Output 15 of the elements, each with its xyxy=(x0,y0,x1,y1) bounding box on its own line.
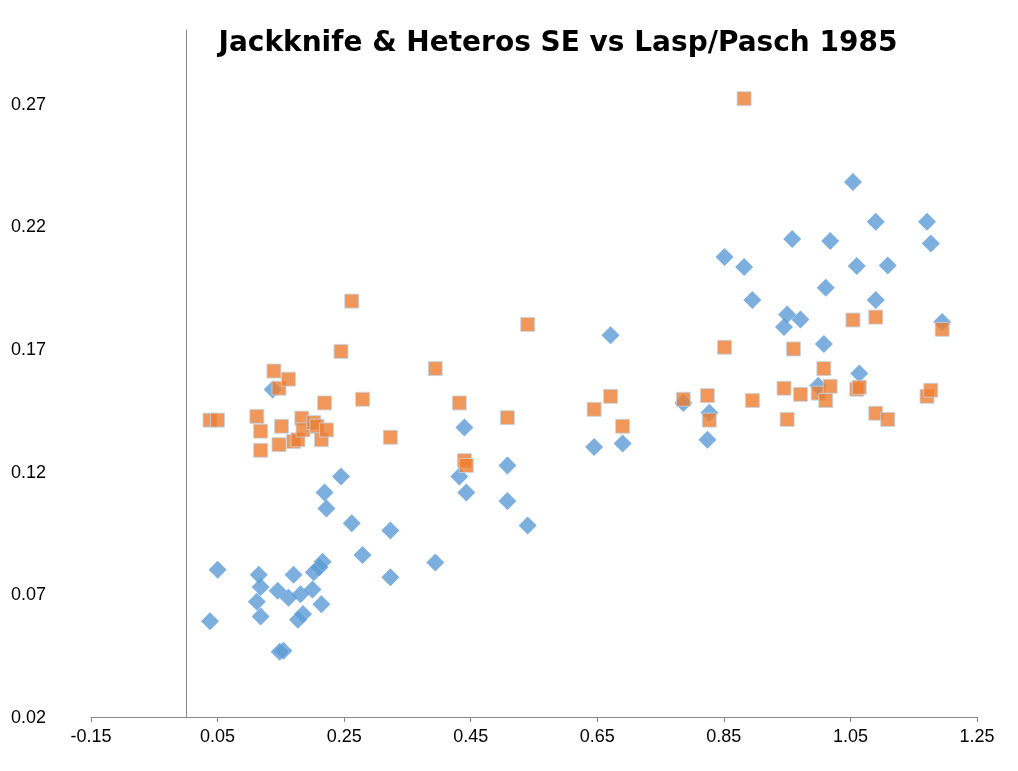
x-tick-label: -0.15 xyxy=(70,726,112,746)
x-tick-label: 0.65 xyxy=(579,726,615,746)
chart-title: Jackknife & Heteros SE vs Lasp/Pasch 1985 xyxy=(216,24,898,58)
y-tick-label: 0.22 xyxy=(10,216,47,237)
y-tick-label: 0.27 xyxy=(10,93,47,114)
y-tick-label: 0.17 xyxy=(10,338,47,359)
x-tick-label: 0.05 xyxy=(200,726,236,746)
x-tick-label: 0.45 xyxy=(453,726,489,746)
x-tick-label: 1.25 xyxy=(959,726,995,746)
x-tick-label: 0.25 xyxy=(326,726,362,746)
y-tick-label: 0.02 xyxy=(10,707,47,727)
y-tick-label: 0.07 xyxy=(10,584,47,605)
x-tick-label: 1.05 xyxy=(832,726,868,746)
y-tick-label: 0.12 xyxy=(10,461,47,482)
x-tick-label: 0.85 xyxy=(706,726,742,746)
